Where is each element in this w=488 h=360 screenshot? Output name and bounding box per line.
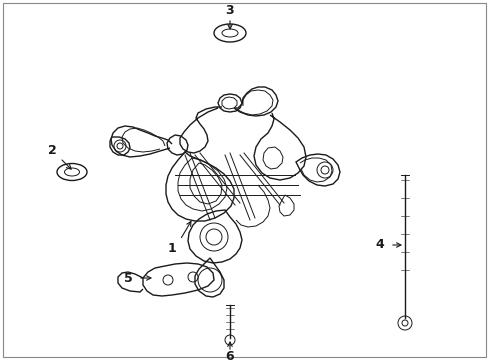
Text: 4: 4 <box>375 238 384 252</box>
Text: 2: 2 <box>47 144 56 157</box>
Text: 3: 3 <box>225 4 234 17</box>
Text: 5: 5 <box>123 271 132 284</box>
Text: 1: 1 <box>167 242 176 255</box>
Text: 6: 6 <box>225 350 234 360</box>
